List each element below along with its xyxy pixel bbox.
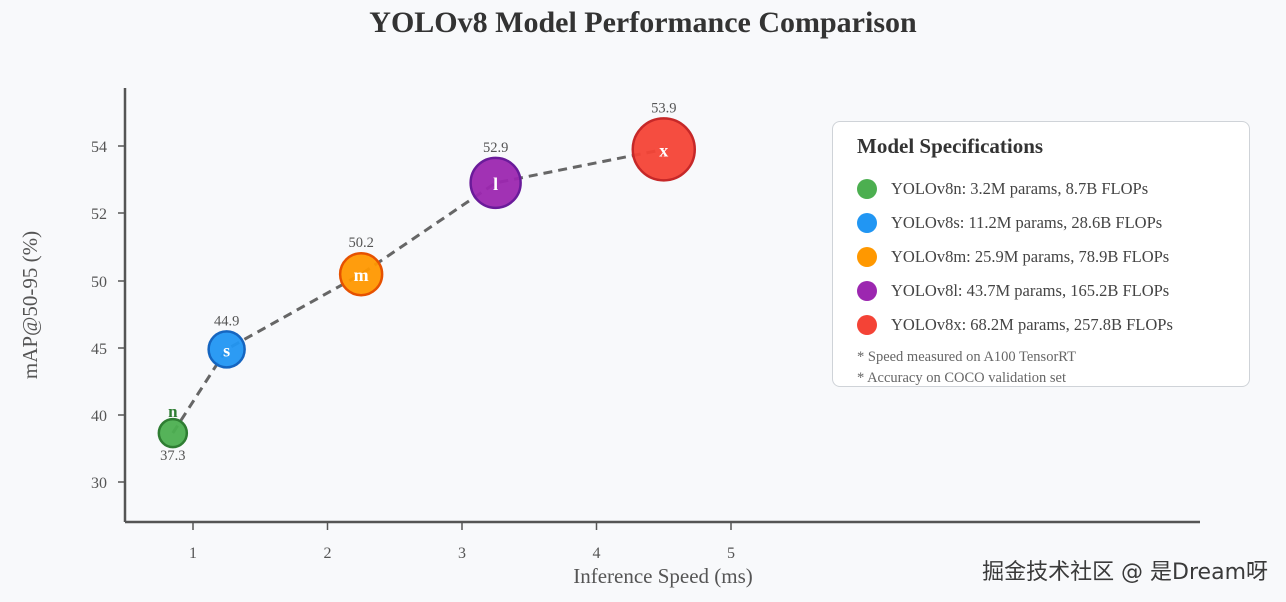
legend-dot-s xyxy=(857,213,877,233)
legend-dot-x xyxy=(857,315,877,335)
legend-note-accuracy: * Accuracy on COCO validation set xyxy=(857,370,1066,386)
legend-text: YOLOv8s: 11.2M params, 28.6B FLOPs xyxy=(891,213,1163,232)
y-tick-label: 54 xyxy=(91,139,107,156)
x-axis-label: Inference Speed (ms) xyxy=(573,564,753,588)
x-tick-label: 2 xyxy=(324,545,332,562)
legend-item-yolov8m: YOLOv8m: 25.9M params, 78.9B FLOPs xyxy=(857,245,1169,269)
legend-item-yolov8s: YOLOv8s: 11.2M params, 28.6B FLOPs xyxy=(857,211,1162,235)
legend-item-yolov8l: YOLOv8l: 43.7M params, 165.2B FLOPs xyxy=(857,279,1169,303)
legend-text: YOLOv8m: 25.9M params, 78.9B FLOPs xyxy=(891,247,1170,266)
point-value-label: 50.2 xyxy=(348,235,373,251)
point-marker-x xyxy=(631,117,696,182)
legend-note-speed: * Speed measured on A100 TensorRT xyxy=(857,349,1076,365)
legend-dot-l xyxy=(857,281,877,301)
point-marker-s xyxy=(207,330,246,369)
point-letter-x: x xyxy=(659,140,668,160)
x-tick-label: 4 xyxy=(593,545,601,562)
point-value-label: 53.9 xyxy=(651,100,676,116)
point-marker-n xyxy=(157,417,189,449)
legend-text: YOLOv8x: 68.2M params, 257.8B FLOPs xyxy=(891,315,1173,334)
point-marker-m xyxy=(338,251,384,297)
point-letter-m: m xyxy=(354,265,369,285)
legend-text: YOLOv8n: 3.2M params, 8.7B FLOPs xyxy=(891,179,1149,198)
legend-title: Model Specifications xyxy=(857,134,1044,158)
legend-text: YOLOv8l: 43.7M params, 165.2B FLOPs xyxy=(891,281,1170,300)
legend-item-yolov8n: YOLOv8n: 3.2M params, 8.7B FLOPs xyxy=(857,177,1148,201)
point-value-label: 52.9 xyxy=(483,140,508,156)
x-tick-label: 3 xyxy=(458,545,466,562)
chart-title: YOLOv8 Model Performance Comparison xyxy=(369,6,917,39)
legend-dot-n xyxy=(857,179,877,199)
y-tick-label: 30 xyxy=(91,475,107,492)
legend-dot-m xyxy=(857,247,877,267)
watermark: 掘金技术社区 @ 是Dream呀 xyxy=(982,560,1268,585)
y-tick-label: 40 xyxy=(91,408,107,425)
legend-item-yolov8x: YOLOv8x: 68.2M params, 257.8B FLOPs xyxy=(857,313,1173,337)
point-letter-l: l xyxy=(493,174,498,194)
y-tick-label: 45 xyxy=(91,341,107,358)
x-tick-label: 1 xyxy=(189,545,197,562)
y-axis-label: mAP@50-95 (%) xyxy=(18,231,42,379)
point-value-label: 37.3 xyxy=(160,448,185,464)
y-tick-label: 50 xyxy=(91,274,107,291)
point-letter-n: n xyxy=(168,402,178,421)
point-letter-s: s xyxy=(223,340,230,360)
point-marker-l xyxy=(469,156,522,210)
trend-line xyxy=(171,147,665,434)
y-tick-label: 52 xyxy=(91,206,107,223)
x-tick-label: 5 xyxy=(727,545,735,562)
legend: Model Specifications YOLOv8n: 3.2M param… xyxy=(832,121,1250,387)
point-value-label: 44.9 xyxy=(214,313,239,329)
